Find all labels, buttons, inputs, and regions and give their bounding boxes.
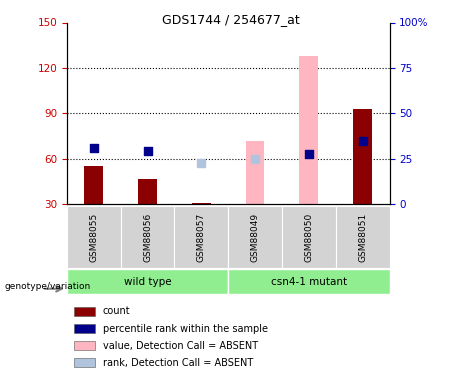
Point [90,145,97,151]
Bar [228,206,282,268]
Text: GSM88051: GSM88051 [358,213,367,262]
Bar [74,307,95,316]
Text: count: count [103,306,130,316]
Bar [353,109,372,204]
Text: GSM88049: GSM88049 [251,213,260,262]
Text: csn4-1 mutant: csn4-1 mutant [271,277,347,286]
Text: GSM88050: GSM88050 [304,213,313,262]
Point [144,148,151,154]
Text: GSM88055: GSM88055 [89,213,98,262]
Text: GDS1744 / 254677_at: GDS1744 / 254677_at [162,13,299,26]
Bar [228,269,390,294]
Bar [174,206,228,268]
Bar [192,203,211,204]
Text: value, Detection Call = ABSENT: value, Detection Call = ABSENT [103,340,258,351]
Bar [84,166,103,204]
Text: GSM88056: GSM88056 [143,213,152,262]
Bar [300,56,318,204]
Bar [74,341,95,350]
Text: GSM88057: GSM88057 [197,213,206,262]
Bar [67,269,228,294]
Bar [121,206,174,268]
Bar [246,141,265,204]
Bar [138,178,157,204]
Bar [74,324,95,333]
Bar [282,206,336,268]
Bar [67,206,121,268]
Point [251,156,259,162]
Point [305,152,313,157]
Text: genotype/variation: genotype/variation [5,282,91,291]
Point [359,138,366,144]
Text: rank, Detection Call = ABSENT: rank, Detection Call = ABSENT [103,358,253,368]
Bar [74,358,95,367]
Point [198,160,205,166]
Text: wild type: wild type [124,277,171,286]
Text: percentile rank within the sample: percentile rank within the sample [103,324,268,333]
Bar [336,206,390,268]
